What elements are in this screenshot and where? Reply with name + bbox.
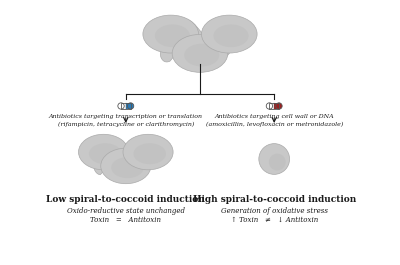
Text: ↑ Toxin   ≠   ↓ Antitoxin: ↑ Toxin ≠ ↓ Antitoxin <box>230 216 318 224</box>
Bar <box>126 103 130 109</box>
Text: Antibiotics targeting transcription or translation: Antibiotics targeting transcription or t… <box>49 114 203 119</box>
Ellipse shape <box>214 24 248 47</box>
Text: Toxin   =   Antitoxin: Toxin = Antitoxin <box>90 216 161 224</box>
Text: Oxido-reductive state unchanged: Oxido-reductive state unchanged <box>67 207 185 215</box>
Polygon shape <box>94 140 158 178</box>
Text: Generation of oxidative stress: Generation of oxidative stress <box>221 207 328 215</box>
Ellipse shape <box>101 148 151 184</box>
Bar <box>121 103 126 109</box>
Ellipse shape <box>155 24 190 47</box>
Ellipse shape <box>172 34 228 72</box>
Ellipse shape <box>78 134 128 170</box>
Text: (amoxicillin, levofloxacin or metronidazole): (amoxicillin, levofloxacin or metronidaz… <box>206 122 343 127</box>
Bar <box>274 103 279 109</box>
Ellipse shape <box>269 154 286 171</box>
Ellipse shape <box>111 157 144 178</box>
Ellipse shape <box>259 144 290 174</box>
Ellipse shape <box>134 143 166 164</box>
Ellipse shape <box>184 44 219 67</box>
Polygon shape <box>160 20 240 67</box>
Text: Low spiral-to-coccoid induction: Low spiral-to-coccoid induction <box>46 195 205 204</box>
Ellipse shape <box>266 103 273 109</box>
Ellipse shape <box>276 103 282 109</box>
Ellipse shape <box>118 103 124 109</box>
Ellipse shape <box>127 103 134 109</box>
Text: (rifampicin, tetracycline or clarithromycin): (rifampicin, tetracycline or clarithromy… <box>58 122 194 127</box>
Ellipse shape <box>202 15 257 53</box>
Bar <box>270 103 274 109</box>
Text: Antibiotics targeting cell wall or DNA: Antibiotics targeting cell wall or DNA <box>214 114 334 119</box>
Text: High spiral-to-coccoid induction: High spiral-to-coccoid induction <box>192 195 356 204</box>
Ellipse shape <box>89 143 122 164</box>
Ellipse shape <box>123 134 173 170</box>
Ellipse shape <box>143 15 198 53</box>
